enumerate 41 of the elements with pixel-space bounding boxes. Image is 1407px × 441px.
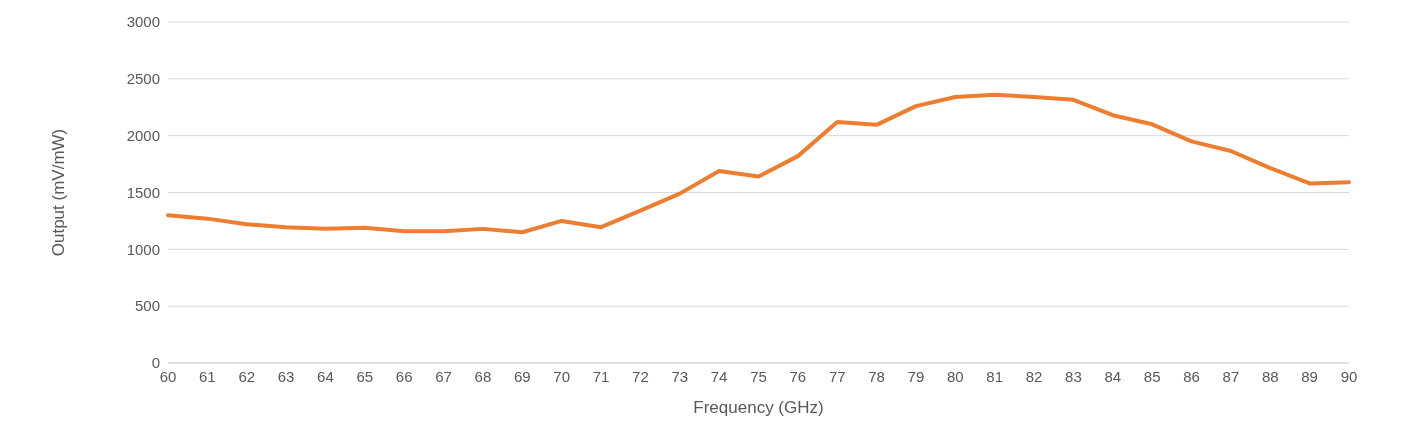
x-tick-label: 80 — [946, 367, 964, 385]
x-tick-label: 72 — [632, 367, 649, 385]
x-tick-label: 90 — [1340, 367, 1358, 385]
y-tick-label: 3000 — [126, 13, 160, 31]
x-tick-label: 87 — [1222, 367, 1240, 385]
x-tick-label: 83 — [1065, 367, 1082, 385]
x-axis-title: Frequency (GHz) — [693, 398, 824, 417]
x-tick-label: 68 — [474, 367, 492, 385]
x-tick-label: 81 — [986, 367, 1004, 385]
x-tick-label: 70 — [553, 367, 571, 385]
y-tick-label: 2000 — [126, 126, 160, 144]
x-tick-label: 86 — [1183, 367, 1200, 385]
x-tick-label: 65 — [356, 367, 374, 385]
y-tick-label: 2500 — [126, 70, 160, 88]
x-tick-label: 62 — [238, 367, 256, 385]
x-tick-label: 75 — [750, 367, 767, 385]
x-tick-label: 74 — [710, 367, 728, 385]
x-tick-label: 79 — [907, 367, 925, 385]
x-tick-label: 67 — [435, 367, 452, 385]
x-tick-label: 64 — [317, 367, 334, 385]
x-tick-label: 69 — [513, 367, 531, 385]
x-tick-label: 71 — [592, 367, 610, 385]
x-tick-label: 63 — [277, 367, 295, 385]
x-tick-label: 85 — [1143, 367, 1161, 385]
y-axis-title: Output (mV/mW) — [49, 128, 69, 257]
line-series — [166, 92, 1351, 235]
x-tick-label: 78 — [868, 367, 885, 385]
y-tick-label: 0 — [151, 354, 160, 372]
x-tick-label: 82 — [1025, 367, 1043, 385]
x-tick-label: 77 — [828, 367, 846, 385]
y-tick-label: 500 — [134, 297, 160, 315]
y-tick-label: 1500 — [126, 183, 160, 201]
y-tick-label: 1000 — [126, 240, 160, 258]
x-tick-label: 73 — [671, 367, 689, 385]
x-tick-label: 60 — [159, 367, 177, 385]
x-tick-label: 84 — [1104, 367, 1122, 385]
x-tick-label: 89 — [1301, 367, 1318, 385]
x-tick-label: 88 — [1261, 367, 1279, 385]
x-tick-label: 76 — [789, 367, 807, 385]
x-tick-label: 66 — [395, 367, 413, 385]
x-tick-label: 61 — [199, 367, 216, 385]
